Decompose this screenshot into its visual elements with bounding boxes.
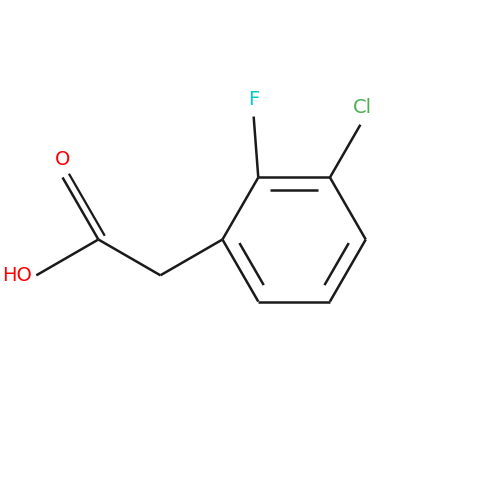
Text: O: O [55, 150, 70, 169]
Text: F: F [248, 90, 259, 109]
Text: HO: HO [2, 266, 32, 285]
Text: Cl: Cl [353, 98, 372, 117]
